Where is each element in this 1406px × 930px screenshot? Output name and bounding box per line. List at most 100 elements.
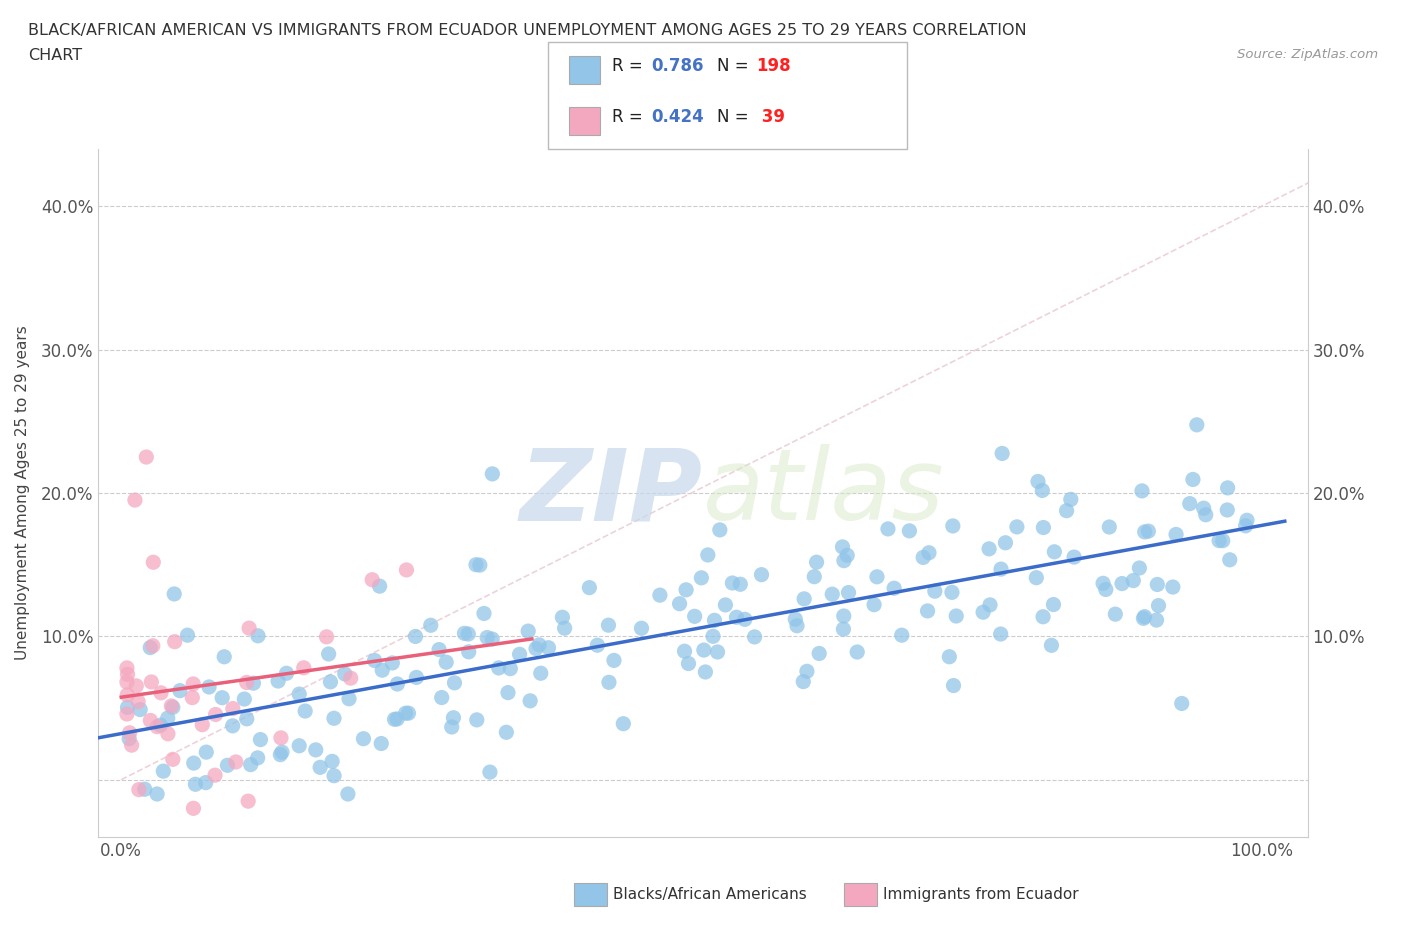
Point — [519, 694, 541, 709]
Point — [276, 666, 298, 681]
Point — [537, 640, 560, 655]
Point — [468, 558, 491, 573]
Text: 198: 198 — [756, 57, 792, 74]
Point — [249, 732, 271, 747]
Point — [1098, 520, 1121, 535]
Point — [181, 676, 204, 691]
Point — [1208, 533, 1230, 548]
Point — [603, 653, 626, 668]
Point — [1234, 518, 1257, 533]
Text: Source: ZipAtlas.com: Source: ZipAtlas.com — [1237, 48, 1378, 61]
Point — [612, 716, 634, 731]
Point — [419, 618, 441, 632]
Point — [877, 522, 900, 537]
Point — [912, 550, 935, 565]
Point — [524, 641, 547, 656]
Point — [162, 700, 184, 715]
Point — [1032, 609, 1054, 624]
Point — [169, 684, 191, 698]
Point — [1063, 550, 1085, 565]
Point — [370, 736, 392, 751]
Point — [648, 588, 671, 603]
Point — [785, 612, 807, 627]
Text: 0.424: 0.424 — [651, 108, 704, 126]
Point — [1111, 576, 1133, 591]
Point — [156, 726, 179, 741]
Point — [924, 584, 946, 599]
Point — [191, 717, 214, 732]
Point — [837, 585, 859, 600]
Point — [832, 621, 855, 636]
Point — [945, 608, 967, 623]
Point — [339, 671, 361, 685]
Point — [309, 760, 332, 775]
Point — [1178, 497, 1201, 512]
Point — [709, 523, 731, 538]
Point — [434, 655, 457, 670]
Point — [786, 618, 808, 633]
Point — [129, 702, 152, 717]
Point — [294, 704, 316, 719]
Point — [918, 545, 941, 560]
Point — [142, 555, 165, 570]
Point — [371, 663, 394, 678]
Point — [337, 691, 360, 706]
Point — [837, 548, 859, 563]
Point — [1132, 611, 1154, 626]
Point — [1137, 524, 1160, 538]
Point — [1092, 576, 1115, 591]
Point — [139, 713, 162, 728]
Text: ZIP: ZIP — [520, 445, 703, 541]
Point — [204, 707, 226, 722]
Text: N =: N = — [717, 57, 754, 74]
Point — [1060, 492, 1083, 507]
Point — [554, 620, 576, 635]
Point — [1094, 582, 1116, 597]
Point — [630, 621, 652, 636]
Point — [832, 608, 855, 623]
Point — [938, 649, 960, 664]
Point — [990, 627, 1012, 642]
Point — [453, 626, 475, 641]
Text: 39: 39 — [756, 108, 786, 126]
Point — [204, 768, 226, 783]
Point — [702, 629, 724, 644]
Point — [678, 656, 700, 671]
Point — [305, 742, 328, 757]
Point — [127, 694, 149, 709]
Point — [898, 524, 921, 538]
Point — [1219, 552, 1241, 567]
Point — [991, 446, 1014, 461]
Point — [163, 634, 186, 649]
Point — [318, 646, 340, 661]
Point — [125, 678, 148, 693]
Point — [115, 674, 138, 689]
Text: Blacks/African Americans: Blacks/African Americans — [613, 887, 807, 902]
Point — [183, 756, 205, 771]
Point — [427, 642, 450, 657]
Point — [269, 747, 291, 762]
Point — [890, 628, 912, 643]
Point — [1031, 483, 1053, 498]
Point — [808, 646, 831, 661]
Point — [270, 730, 292, 745]
Point — [146, 787, 169, 802]
Point — [321, 754, 343, 769]
Point — [883, 581, 905, 596]
Point — [387, 676, 409, 691]
Point — [1147, 598, 1170, 613]
Point — [499, 661, 522, 676]
Point — [267, 673, 290, 688]
Point — [941, 585, 963, 600]
Point — [1133, 609, 1156, 624]
Point — [176, 628, 198, 643]
Point — [1146, 577, 1168, 591]
Point — [1171, 696, 1194, 711]
Point — [863, 597, 886, 612]
Point — [195, 745, 218, 760]
Point — [117, 667, 139, 682]
Point — [1236, 512, 1258, 527]
Point — [846, 644, 869, 659]
Point — [443, 711, 465, 725]
Point — [714, 597, 737, 612]
